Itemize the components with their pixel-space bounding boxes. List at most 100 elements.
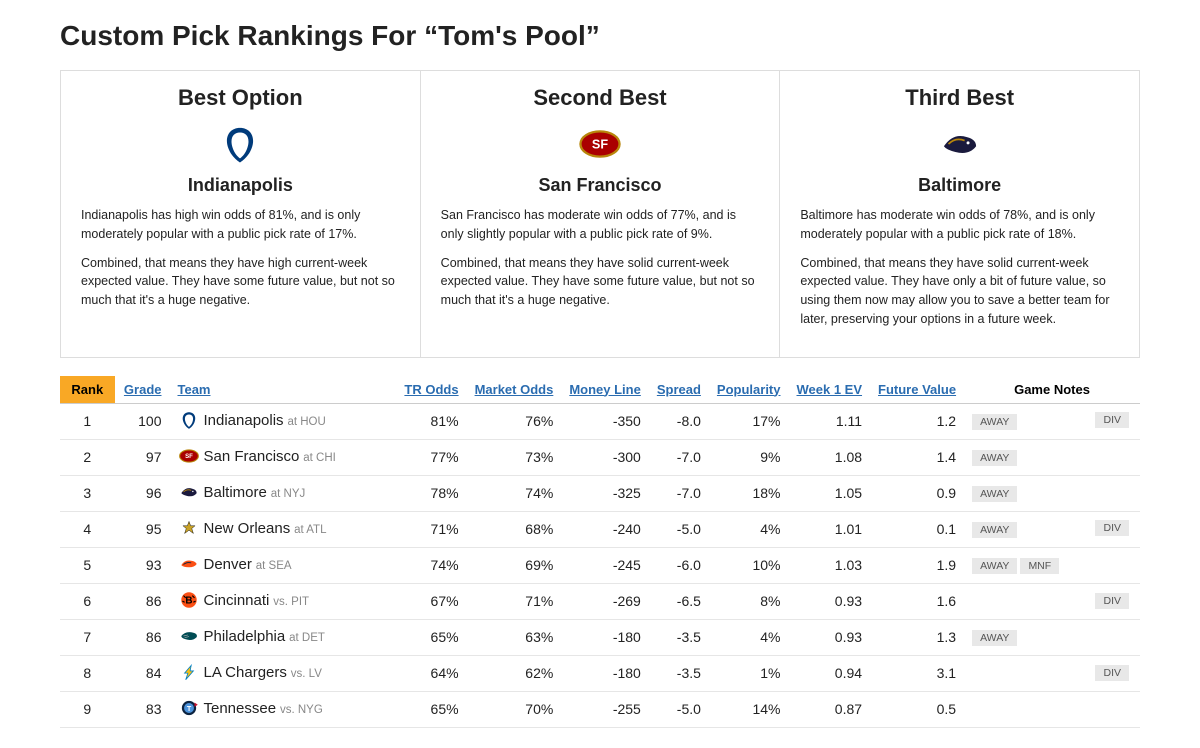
future-value-cell: 1.9: [870, 547, 964, 583]
col-grade[interactable]: Grade: [115, 376, 170, 404]
future-value-cell: 1.4: [870, 439, 964, 475]
money-line-cell: -350: [561, 403, 649, 439]
team-cell[interactable]: Denver at SEA: [170, 547, 397, 583]
team-opponent: at NYJ: [271, 488, 306, 500]
grade-cell: 97: [115, 439, 170, 475]
week-ev-cell: 1.01: [789, 511, 871, 547]
col-future-value[interactable]: Future Value: [870, 376, 964, 404]
spread-cell: -7.0: [649, 439, 709, 475]
tr-odds-cell: 65%: [396, 691, 466, 727]
col-tr-odds[interactable]: TR Odds: [396, 376, 466, 404]
team-logo-icon: [178, 625, 200, 650]
col-game-notes: Game Notes: [964, 376, 1140, 404]
option-label: Third Best: [800, 85, 1119, 111]
rank-cell: 2: [60, 439, 115, 475]
page-title: Custom Pick Rankings For “Tom's Pool”: [60, 20, 1140, 52]
popularity-cell: 4%: [709, 511, 789, 547]
col-popularity[interactable]: Popularity: [709, 376, 789, 404]
week-ev-cell: 0.94: [789, 655, 871, 691]
team-cell[interactable]: Philadelphia at DET: [170, 619, 397, 655]
col-rank[interactable]: Rank: [60, 376, 115, 404]
team-logo-icon: [178, 661, 200, 686]
option-label: Second Best: [441, 85, 760, 111]
future-value-cell: 0.9: [870, 475, 964, 511]
div-badge: DIV: [1095, 520, 1129, 536]
team-cell[interactable]: Baltimore at NYJ: [170, 475, 397, 511]
market-odds-cell: 63%: [467, 619, 562, 655]
money-line-cell: -180: [561, 655, 649, 691]
market-odds-cell: 62%: [467, 655, 562, 691]
tr-odds-cell: 64%: [396, 655, 466, 691]
rank-cell: 3: [60, 475, 115, 511]
popularity-cell: 17%: [709, 403, 789, 439]
team-cell[interactable]: Cincinnati vs. PIT: [170, 583, 397, 619]
away-badge: AWAY: [972, 450, 1017, 466]
money-line-cell: -245: [561, 547, 649, 583]
team-name: Philadelphia: [204, 628, 286, 645]
team-name: Tennessee: [204, 700, 277, 717]
future-value-cell: 3.1: [870, 655, 964, 691]
team-cell[interactable]: San Francisco at CHI: [170, 439, 397, 475]
rank-cell: 6: [60, 583, 115, 619]
grade-cell: 100: [115, 403, 170, 439]
future-value-cell: 1.2: [870, 403, 964, 439]
mnf-badge: MNF: [1020, 558, 1059, 574]
rank-cell: 8: [60, 655, 115, 691]
col-market-odds[interactable]: Market Odds: [467, 376, 562, 404]
popularity-cell: 9%: [709, 439, 789, 475]
spread-cell: -5.0: [649, 511, 709, 547]
tr-odds-cell: 74%: [396, 547, 466, 583]
popularity-cell: 4%: [709, 619, 789, 655]
tr-odds-cell: 71%: [396, 511, 466, 547]
team-logo-icon: [178, 409, 200, 434]
team-opponent: at ATL: [294, 524, 326, 536]
team-cell[interactable]: Indianapolis at HOU: [170, 403, 397, 439]
grade-cell: 96: [115, 475, 170, 511]
future-value-cell: 0.1: [870, 511, 964, 547]
notes-cell: [964, 691, 1140, 727]
market-odds-cell: 70%: [467, 691, 562, 727]
options-row: Best Option Indianapolis Indianapolis ha…: [60, 70, 1140, 358]
team-logo-icon: [178, 481, 200, 506]
market-odds-cell: 71%: [467, 583, 562, 619]
team-logo: [81, 121, 400, 167]
popularity-cell: 14%: [709, 691, 789, 727]
away-badge: AWAY: [972, 414, 1017, 430]
away-badge: AWAY: [972, 486, 1017, 502]
week-ev-cell: 0.93: [789, 619, 871, 655]
col-spread[interactable]: Spread: [649, 376, 709, 404]
col-week-ev[interactable]: Week 1 EV: [789, 376, 871, 404]
col-money-line[interactable]: Money Line: [561, 376, 649, 404]
notes-cell: AWAYDIV: [964, 403, 1140, 439]
team-cell[interactable]: Tennessee vs. NYG: [170, 691, 397, 727]
grade-cell: 95: [115, 511, 170, 547]
market-odds-cell: 73%: [467, 439, 562, 475]
div-badge: DIV: [1095, 593, 1129, 609]
option-card-second: Second Best San Francisco San Francisco …: [421, 71, 781, 357]
tr-odds-cell: 67%: [396, 583, 466, 619]
table-row: 495New Orleans at ATL71%68%-240-5.04%1.0…: [60, 511, 1140, 547]
team-name: Indianapolis: [204, 412, 284, 429]
rank-cell: 5: [60, 547, 115, 583]
col-team[interactable]: Team: [170, 376, 397, 404]
away-badge: AWAY: [972, 522, 1017, 538]
option-card-best: Best Option Indianapolis Indianapolis ha…: [61, 71, 421, 357]
market-odds-cell: 68%: [467, 511, 562, 547]
rank-cell: 7: [60, 619, 115, 655]
team-cell[interactable]: New Orleans at ATL: [170, 511, 397, 547]
table-row: 983Tennessee vs. NYG65%70%-255-5.014%0.8…: [60, 691, 1140, 727]
money-line-cell: -300: [561, 439, 649, 475]
rank-cell: 1: [60, 403, 115, 439]
money-line-cell: -255: [561, 691, 649, 727]
notes-cell: AWAYMNF: [964, 547, 1140, 583]
team-cell[interactable]: LA Chargers vs. LV: [170, 655, 397, 691]
table-row: 884LA Chargers vs. LV64%62%-180-3.51%0.9…: [60, 655, 1140, 691]
table-row: 1100Indianapolis at HOU81%76%-350-8.017%…: [60, 403, 1140, 439]
future-value-cell: 1.3: [870, 619, 964, 655]
spread-cell: -6.0: [649, 547, 709, 583]
tr-odds-cell: 78%: [396, 475, 466, 511]
table-row: 297San Francisco at CHI77%73%-300-7.09%1…: [60, 439, 1140, 475]
rank-cell: 4: [60, 511, 115, 547]
grade-cell: 93: [115, 547, 170, 583]
market-odds-cell: 69%: [467, 547, 562, 583]
